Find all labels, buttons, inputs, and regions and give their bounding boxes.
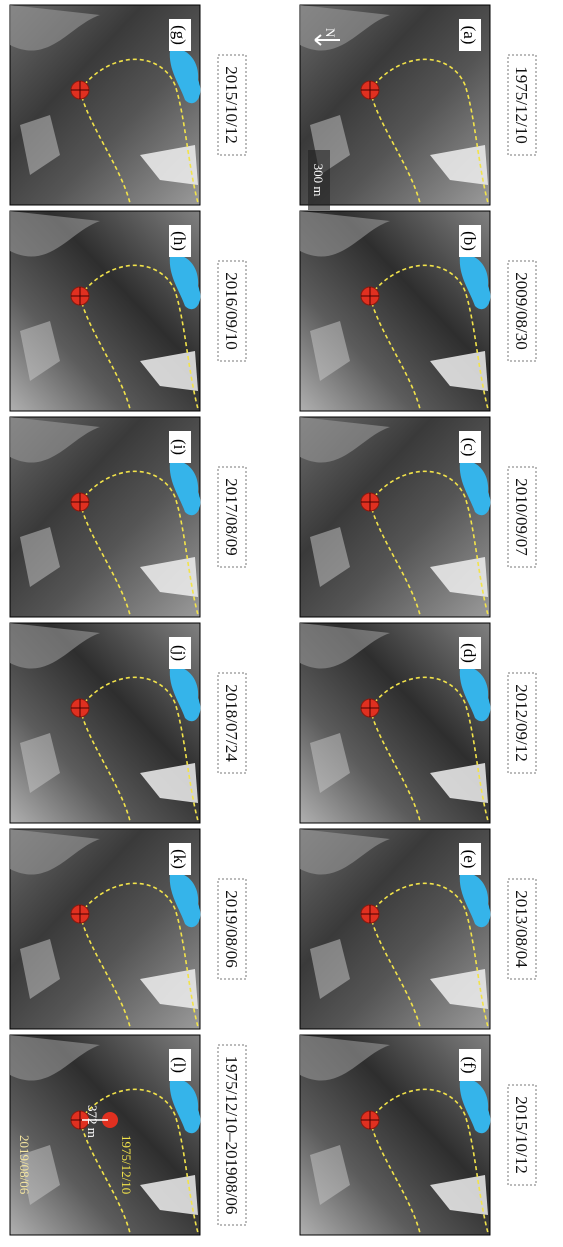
panel-label-box: (e)	[459, 843, 481, 875]
panel-label: (h)	[170, 231, 189, 251]
panel-label-box: (a)	[459, 19, 481, 51]
image-panel: (g)	[10, 5, 200, 205]
date-text: 1975/12/10–201908/06	[222, 1056, 241, 1215]
panel-label-box: (c)	[459, 431, 481, 463]
date-text: 2017/08/09	[222, 478, 241, 555]
panel-label: (k)	[170, 849, 189, 869]
image-panel: (c)	[300, 417, 490, 617]
date-text: 2016/09/10	[222, 272, 241, 349]
panel-label-box: (k)	[169, 843, 191, 875]
date-text: 2015/10/12	[512, 1096, 531, 1173]
new-date-annotation: 2019/08/06	[17, 1135, 32, 1195]
panel-label-box: (d)	[459, 637, 481, 669]
image-panel: (d)	[300, 623, 490, 823]
date-box: 2015/10/12	[508, 1085, 536, 1185]
panel-label-box: (f)	[459, 1049, 481, 1081]
panel-label: (f)	[460, 1057, 479, 1074]
scale-bar: 300 m	[308, 150, 330, 210]
image-panel: (i)	[10, 417, 200, 617]
panel-label: (b)	[460, 231, 479, 251]
panel-label: (a)	[460, 26, 479, 45]
date-text: 2012/09/12	[512, 684, 531, 761]
panel-label-box: (b)	[459, 225, 481, 257]
image-panel: (h)	[10, 211, 200, 411]
scale-text: 300 m	[311, 164, 326, 197]
panel-label-box: (h)	[169, 225, 191, 257]
image-panel: (f)	[300, 1035, 490, 1235]
panel-label-box: (l)	[169, 1049, 191, 1081]
panel-label: (c)	[460, 438, 479, 457]
date-box: 2016/09/10	[218, 261, 246, 361]
date-box: 2017/08/09	[218, 467, 246, 567]
date-text: 1975/12/10	[512, 66, 531, 143]
date-box: 2015/10/12	[218, 55, 246, 155]
date-box: 1975/12/10–201908/06	[218, 1045, 246, 1225]
date-text: 2013/08/04	[512, 890, 531, 968]
panel-label: (i)	[170, 439, 189, 455]
date-box: 2012/09/12	[508, 673, 536, 773]
figure: (a) 1975/12/10 (b) 2009/08/30 (c) 2010/09/07 (…	[0, 0, 563, 1247]
date-text: 2015/10/12	[222, 66, 241, 143]
date-box: 2013/08/04	[508, 879, 536, 979]
image-panel: (b)	[300, 211, 490, 411]
date-box: 2010/09/07	[508, 467, 536, 567]
date-box: 2018/07/24	[218, 673, 246, 773]
date-text: 2009/08/30	[512, 272, 531, 349]
date-box: 2009/08/30	[508, 261, 536, 361]
panel-label-box: (g)	[169, 19, 191, 51]
image-panel: (l)	[10, 1035, 200, 1235]
date-text: 2019/08/06	[222, 890, 241, 967]
north-label: N	[323, 28, 338, 38]
distance-label: 372 m	[85, 1105, 100, 1138]
old-date-annotation: 1975/12/10	[119, 1135, 134, 1194]
date-text: 2010/09/07	[512, 478, 531, 556]
date-box: 1975/12/10	[508, 55, 536, 155]
panel-label: (d)	[460, 643, 479, 663]
panel-label-box: (i)	[169, 431, 191, 463]
date-box: 2019/08/06	[218, 879, 246, 979]
image-panel: (j)	[10, 623, 200, 823]
date-text: 2018/07/24	[222, 684, 241, 762]
image-panel: (e)	[300, 829, 490, 1029]
image-panel: (k)	[10, 829, 200, 1029]
panel-label: (l)	[170, 1057, 189, 1073]
panel-label: (j)	[170, 645, 189, 661]
panel-label-box: (j)	[169, 637, 191, 669]
panel-label: (e)	[460, 850, 479, 869]
panel-label: (g)	[170, 25, 189, 45]
